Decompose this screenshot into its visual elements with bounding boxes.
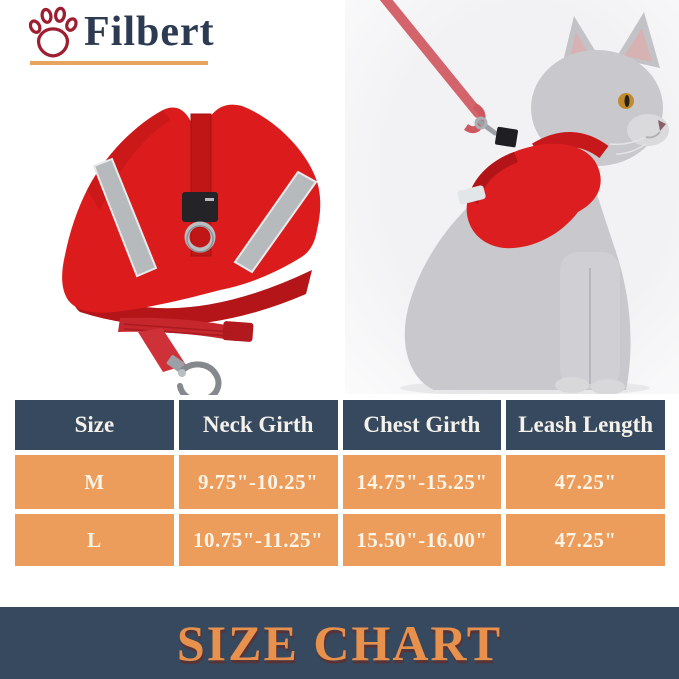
column-header-size: Size [15,400,174,450]
column-header-neck-girth: Neck Girth [178,400,338,450]
brand-logo: Filbert [26,4,215,60]
size-chart-banner: SIZE CHART [0,607,679,679]
row-m-leash-length: 47.25" [506,455,665,509]
leash-clasp-ring [474,116,488,130]
row-l-leash-length: 47.25" [506,514,665,566]
harness-center-strap [190,113,212,257]
snap-hook-rivet [178,369,186,377]
d-ring-shadow [186,225,214,253]
banner-title: SIZE CHART [176,615,503,671]
cat-wearing-harness-photo [379,0,669,394]
cat-nose [658,120,666,131]
harness-bottom-fold [72,270,312,326]
reflective-stripe-left [92,157,158,278]
cat-ear-right-inner [624,28,652,62]
harness-product-photo [62,104,321,395]
cat-whiskers [609,137,647,155]
row-m-neck-girth: 9.75"-10.25" [178,455,338,509]
row-m-chest-girth: 14.75"-15.25" [342,455,502,509]
row-m-size: M [15,455,174,509]
row-l-neck-girth: 10.75"-11.25" [178,514,338,566]
reflective-patch [457,185,486,205]
paw-icon [28,6,78,58]
cat-pupil [624,95,630,107]
leash-loop [166,355,185,372]
cat-leash [379,0,483,118]
cat-harness-black-tab [495,126,518,148]
column-header-leash-length: Leash Length [506,400,665,450]
row-l-chest-girth: 15.50"-16.00" [342,514,502,566]
tab-stitch [205,198,214,201]
logo-underline [30,61,208,65]
column-header-chest-girth: Chest Girth [342,400,502,450]
row-l-size: L [15,514,174,566]
leash-fold [222,321,254,342]
harness-black-tab [182,192,218,222]
cat-mouth [645,131,661,139]
brand-name: Filbert [84,9,215,55]
size-chart-table: Size Neck Girth Chest Girth Leash Length… [15,400,665,566]
cat-paw-right [591,379,625,394]
leash-texture [123,323,233,337]
leash-clasp [477,119,498,136]
snap-hook [177,361,222,395]
reflective-stripe-right [233,170,318,274]
cat-paw-left [555,377,589,393]
